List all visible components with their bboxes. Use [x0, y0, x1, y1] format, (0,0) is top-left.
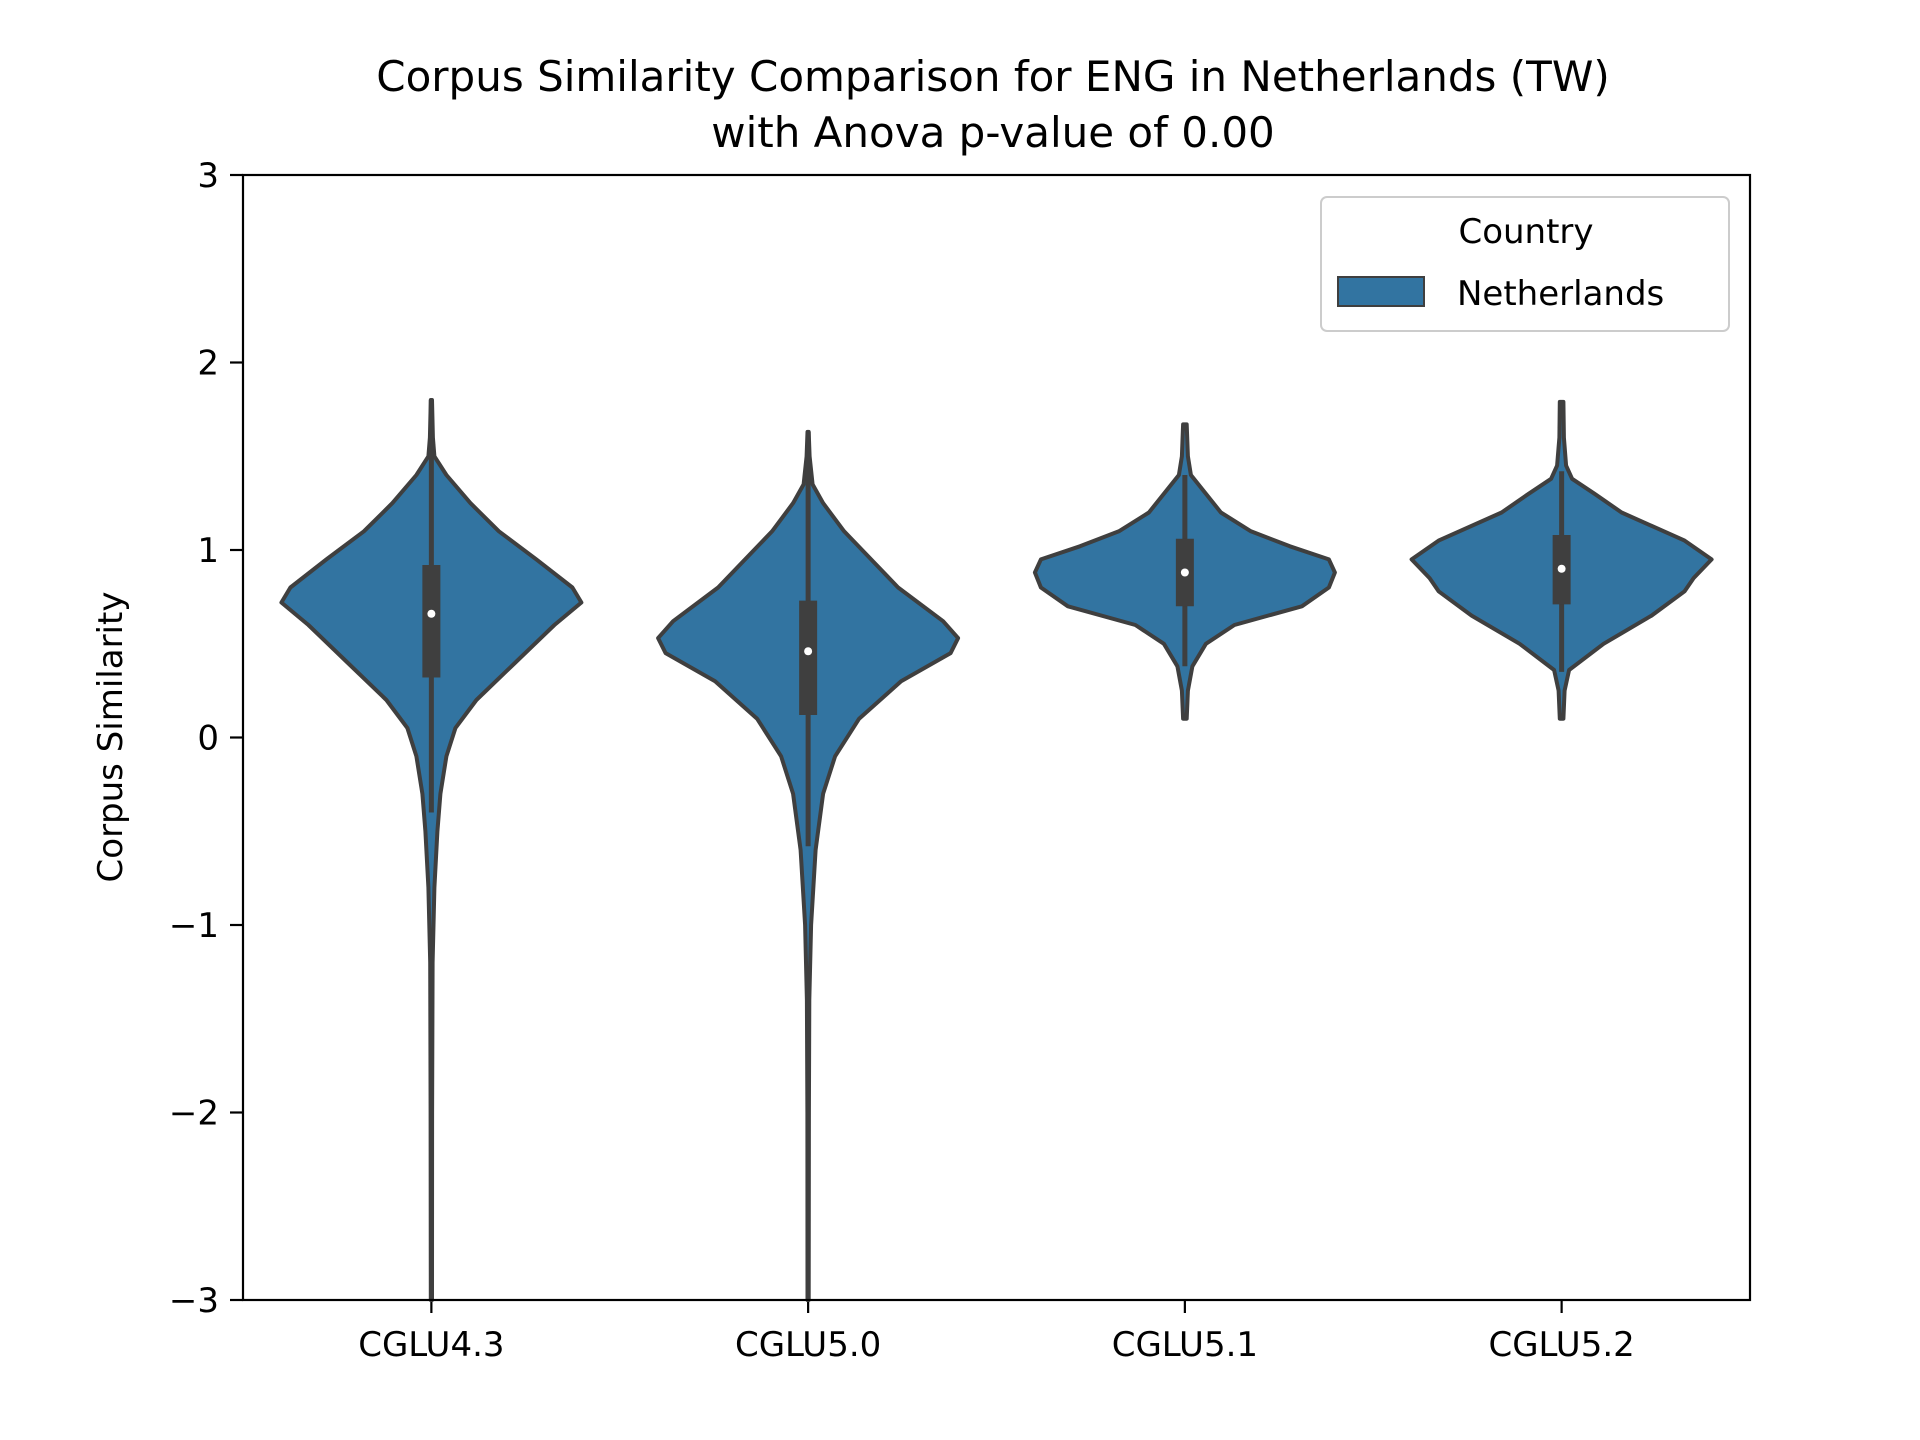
x-tick-label: CGLU5.0 [735, 1325, 881, 1365]
y-tick-label: 3 [197, 156, 219, 196]
x-axis-ticks: CGLU4.3 CGLU5.0 CGLU5.1 CGLU5.2 [358, 1300, 1635, 1365]
legend: Country Netherlands [1320, 196, 1730, 332]
plot-frame [241, 173, 1752, 1302]
y-tick-label: −3 [169, 1281, 219, 1321]
y-tick-label: −2 [169, 1094, 219, 1134]
violin-iqr-box [422, 565, 441, 678]
legend-title: Country [1458, 212, 1593, 252]
chart-title-line-2: with Anova p-value of 0.00 [711, 108, 1275, 157]
violin-median-dot [1180, 568, 1189, 577]
x-tick-label: CGLU5.1 [1112, 1325, 1258, 1365]
violin-iqr-box [799, 600, 818, 715]
legend-swatch-netherlands [1337, 276, 1425, 307]
chart-title-line-1: Corpus Similarity Comparison for ENG in … [376, 52, 1609, 101]
y-tick-label: 0 [197, 719, 219, 759]
y-axis-ticks: −3 −2 −1 0 1 2 3 [169, 156, 243, 1321]
x-tick-label: CGLU4.3 [358, 1325, 504, 1365]
y-axis-label: Corpus Similarity [91, 592, 131, 883]
y-tick-label: −1 [169, 906, 219, 946]
violin-median-dot [427, 609, 436, 618]
violin-group [279, 398, 1714, 1302]
y-tick-label: 1 [197, 531, 219, 571]
x-tick-label: CGLU5.2 [1488, 1325, 1634, 1365]
legend-label-netherlands: Netherlands [1457, 274, 1664, 314]
violin-median-dot [804, 647, 813, 656]
violin-median-dot [1557, 564, 1566, 573]
y-tick-label: 2 [197, 344, 219, 384]
